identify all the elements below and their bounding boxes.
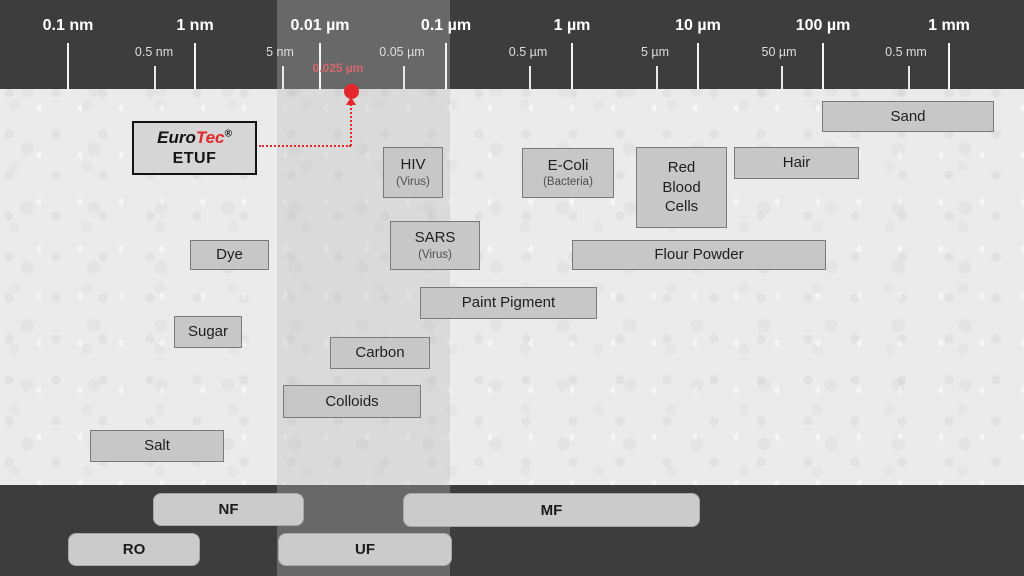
major-tick-label: 1 mm	[928, 17, 970, 34]
minor-tick-label: 0.5 µm	[508, 45, 548, 59]
process-label: UF	[355, 541, 375, 558]
particle-label: Hair	[782, 154, 811, 172]
process-box-uf: UF	[278, 533, 452, 566]
dotted-arrow-horizontal	[259, 145, 351, 147]
particle-box-hiv: HIV (Virus)	[383, 147, 443, 198]
eurotec-model: ETUF	[172, 149, 217, 167]
particle-label: Flour Powder	[654, 246, 744, 264]
eurotec-logo: EuroTec®	[157, 128, 232, 148]
major-tick-label: 1 µm	[553, 17, 591, 34]
major-tick-label: 1 nm	[176, 17, 214, 34]
major-tick	[194, 43, 196, 89]
particle-box-colloids: Colloids	[283, 385, 421, 418]
particle-sublabel: (Virus)	[418, 248, 452, 261]
particle-sublabel: (Bacteria)	[543, 176, 593, 189]
particle-box-sugar: Sugar	[174, 316, 242, 348]
particle-label: Colloids	[325, 392, 379, 410]
major-tick-label: 10 µm	[675, 17, 721, 34]
major-tick	[822, 43, 824, 89]
minor-tick-label: 0.5 mm	[885, 45, 927, 59]
process-label: NF	[218, 501, 239, 518]
scale-ruler-bar	[0, 0, 1024, 89]
minor-tick	[781, 66, 783, 89]
minor-tick	[908, 66, 910, 89]
particle-box-salt: Salt	[90, 430, 224, 462]
particle-box-flour-powder: Flour Powder	[572, 240, 826, 270]
major-tick	[67, 43, 69, 89]
particle-label: Sugar	[187, 323, 229, 341]
major-tick	[697, 43, 699, 89]
major-tick-label: 0.1 nm	[42, 17, 94, 34]
minor-tick-label: 5 nm	[266, 45, 294, 59]
major-tick	[948, 43, 950, 89]
minor-tick-label: 50 µm	[761, 45, 797, 59]
major-tick-label: 100 µm	[795, 17, 851, 34]
minor-tick	[282, 66, 284, 89]
particle-box-sand: Sand	[822, 101, 994, 132]
etuf-cutoff-label: 0.025 µm	[312, 61, 364, 75]
minor-tick	[656, 66, 658, 89]
particle-box-paint-pigment: Paint Pigment	[420, 287, 597, 319]
minor-tick-label: 0.5 nm	[134, 45, 174, 59]
minor-tick	[529, 66, 531, 89]
particle-label: HIV	[400, 156, 426, 174]
major-tick-label: 0.1 µm	[420, 17, 472, 34]
major-tick-label: 0.01 µm	[290, 17, 350, 34]
etuf-cutoff-dot-icon	[344, 84, 359, 99]
process-label: MF	[540, 501, 563, 519]
eurotec-etuf-box: EuroTec® ETUF	[132, 121, 257, 175]
particle-label: Sand	[890, 107, 926, 125]
particle-label: Red Blood Cells	[662, 159, 701, 216]
minor-tick-label: 0.05 µm	[379, 45, 425, 59]
dotted-arrow-vertical	[350, 104, 352, 146]
major-tick	[445, 43, 447, 89]
particle-label: SARS	[414, 229, 456, 247]
particle-box-red-blood-cells: Red Blood Cells	[636, 147, 727, 228]
particle-label: Dye	[216, 246, 243, 264]
arrow-up-icon	[346, 97, 356, 105]
process-box-mf: MF	[403, 493, 700, 527]
particle-box-hair: Hair	[734, 147, 859, 179]
particle-box-carbon: Carbon	[330, 337, 430, 369]
particle-box-sars: SARS (Virus)	[390, 221, 480, 270]
particle-label: Carbon	[355, 344, 405, 362]
major-tick	[319, 43, 321, 89]
minor-tick	[403, 66, 405, 89]
process-label: RO	[122, 541, 146, 558]
particle-box-dye: Dye	[190, 240, 269, 270]
particle-box-ecoli: E-Coli (Bacteria)	[522, 148, 614, 198]
particle-label: Paint Pigment	[461, 294, 556, 312]
particle-label: Salt	[144, 437, 170, 455]
major-tick	[571, 43, 573, 89]
process-box-nf: NF	[153, 493, 304, 526]
particle-label: E-Coli	[547, 156, 589, 174]
process-box-ro: RO	[68, 533, 200, 566]
minor-tick	[154, 66, 156, 89]
registered-mark-icon: ®	[224, 128, 232, 140]
minor-tick-label: 5 µm	[640, 45, 670, 59]
particle-sublabel: (Virus)	[396, 175, 430, 188]
